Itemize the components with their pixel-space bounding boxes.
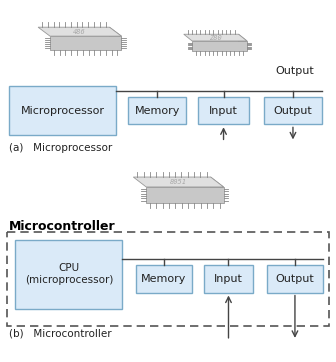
- Polygon shape: [110, 27, 121, 50]
- Bar: [9, 86, 117, 135]
- Text: Memory: Memory: [141, 274, 187, 284]
- Bar: [7, 232, 329, 326]
- Text: Input: Input: [209, 106, 238, 115]
- Text: (a)   Microprocessor: (a) Microprocessor: [9, 143, 113, 153]
- Text: Memory: Memory: [134, 106, 180, 115]
- Text: CPU
(microprocessor): CPU (microprocessor): [25, 264, 113, 285]
- Text: Microprocessor: Microprocessor: [21, 106, 105, 115]
- Bar: [136, 265, 192, 292]
- Polygon shape: [184, 34, 247, 41]
- Bar: [204, 265, 253, 292]
- Bar: [15, 240, 122, 309]
- Bar: [128, 97, 186, 125]
- Bar: [264, 97, 322, 125]
- Polygon shape: [38, 27, 121, 36]
- Text: Microcontroller: Microcontroller: [9, 220, 116, 233]
- Polygon shape: [146, 187, 223, 203]
- Text: Output: Output: [276, 66, 314, 76]
- Polygon shape: [192, 41, 247, 51]
- Text: Input: Input: [214, 274, 243, 284]
- Text: 486: 486: [73, 29, 86, 35]
- Text: (b)   Microcontroller: (b) Microcontroller: [9, 329, 112, 339]
- Bar: [267, 265, 323, 292]
- Polygon shape: [133, 177, 223, 187]
- Polygon shape: [239, 34, 247, 51]
- Text: Output: Output: [276, 274, 314, 284]
- Polygon shape: [211, 177, 223, 203]
- Text: 8051: 8051: [170, 179, 187, 185]
- Text: Z80: Z80: [209, 35, 222, 41]
- Text: Output: Output: [274, 106, 312, 115]
- Polygon shape: [50, 36, 121, 50]
- Bar: [198, 97, 249, 125]
